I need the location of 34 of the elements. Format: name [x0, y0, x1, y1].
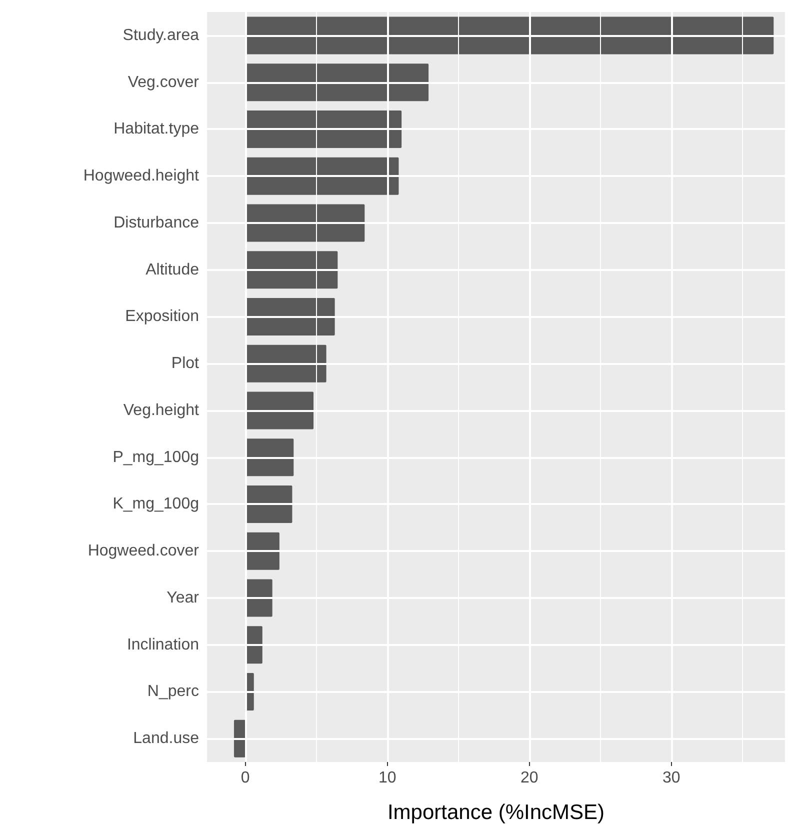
y-tick-label: Inclination [126, 636, 199, 654]
bar [245, 485, 292, 523]
y-tick-label: N_perc [147, 683, 199, 700]
bar [245, 344, 326, 382]
bar [245, 64, 429, 102]
bar [245, 251, 338, 289]
y-tick-label: Veg.cover [128, 74, 200, 91]
bar [245, 392, 314, 430]
y-tick-label: P_mg_100g [112, 448, 199, 466]
y-tick-label: K_mg_100g [112, 496, 199, 513]
y-tick-label: Year [166, 589, 200, 606]
x-axis-title: Importance (%IncMSE) [387, 801, 605, 824]
y-tick-label: Hogweed.cover [88, 542, 200, 560]
y-tick-label: Hogweed.height [83, 168, 200, 185]
y-tick-label: Plot [171, 355, 200, 372]
bar [245, 204, 365, 242]
bar [245, 157, 399, 195]
y-tick-label: Exposition [125, 308, 199, 326]
y-tick-label: Disturbance [114, 214, 200, 232]
x-tick-label: 20 [520, 770, 538, 786]
y-tick-label: Study.area [122, 26, 200, 44]
bar [234, 720, 246, 758]
bar [245, 532, 280, 570]
x-tick-label: 30 [662, 770, 680, 786]
y-tick-label: Land.use [133, 730, 200, 748]
x-tick-label: 10 [378, 770, 396, 786]
y-tick-label: Altitude [146, 261, 200, 278]
bar [245, 16, 774, 54]
bar [245, 110, 402, 148]
bar [245, 438, 294, 476]
y-tick-label: Veg.height [123, 402, 200, 419]
x-tick-label: 0 [240, 770, 250, 786]
bar [245, 298, 335, 336]
y-tick-label: Habitat.type [114, 120, 200, 138]
